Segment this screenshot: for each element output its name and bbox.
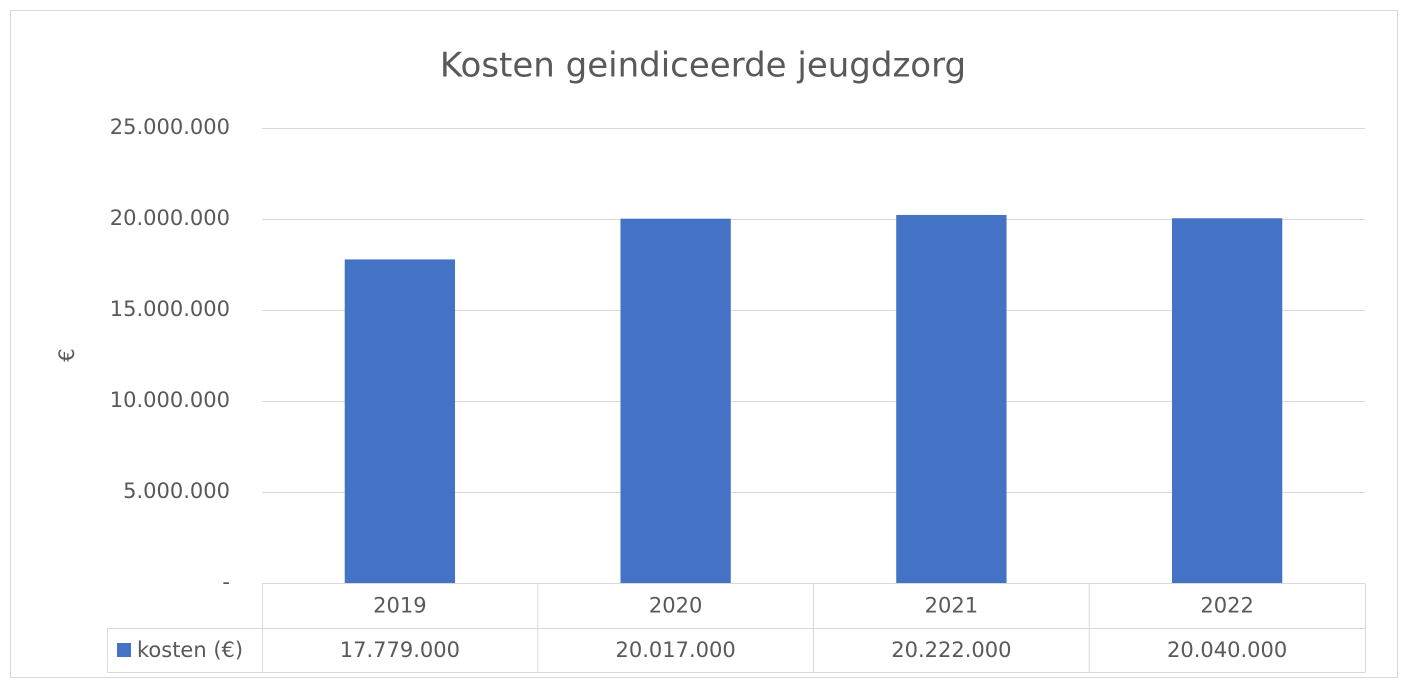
y-tick-label: - (222, 570, 230, 594)
chart-title: Kosten geindiceerde jeugdzorg (440, 46, 966, 86)
y-tick-label: 20.000.000 (110, 206, 230, 230)
bar (1171, 218, 1283, 583)
bar (620, 218, 731, 583)
data-table-value: 20.222.000 (891, 638, 1011, 662)
bar (896, 214, 1007, 583)
x-tick-label: 2022 (1200, 594, 1253, 618)
legend-swatch (117, 643, 131, 657)
y-tick-label: 10.000.000 (110, 388, 230, 412)
x-tick-label: 2019 (373, 594, 426, 618)
y-tick-label: 5.000.000 (123, 479, 230, 503)
y-tick-label: 25.000.000 (110, 115, 230, 139)
y-tick-label: 15.000.000 (110, 297, 230, 321)
x-tick-label: 2020 (649, 594, 702, 618)
legend-label: kosten (€) (137, 638, 243, 662)
data-table-value: 20.040.000 (1167, 638, 1287, 662)
data-table-value: 17.779.000 (340, 638, 460, 662)
bar (344, 259, 456, 583)
x-tick-label: 2021 (925, 594, 978, 618)
y-axis-label: € (55, 348, 79, 361)
data-table-value: 20.017.000 (616, 638, 736, 662)
